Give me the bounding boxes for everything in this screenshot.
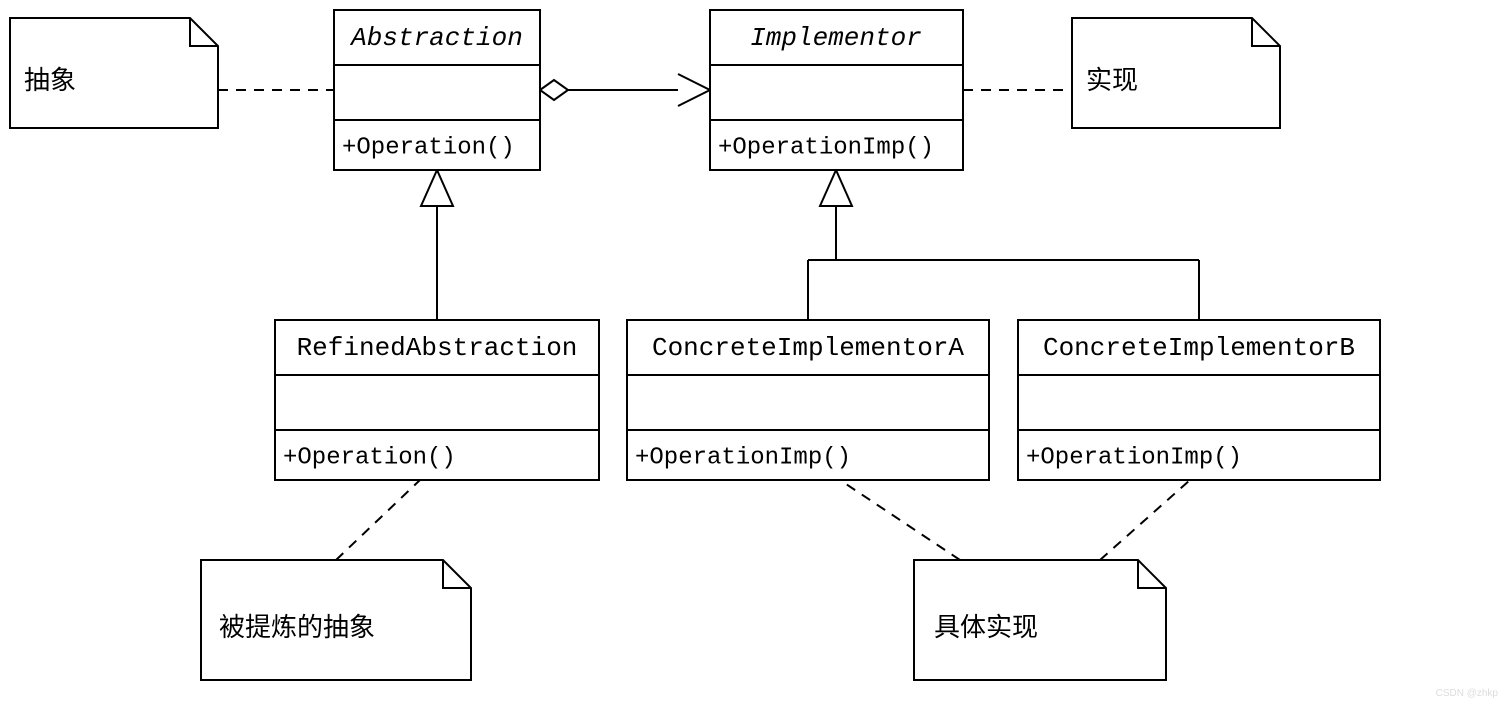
- note-impl-text: 实现: [1086, 66, 1138, 95]
- class-abstraction-name: Abstraction: [349, 23, 523, 53]
- class-refined: RefinedAbstraction +Operation(): [275, 320, 599, 480]
- link-concrete-b: [1100, 480, 1190, 560]
- note-abstract: 抽象: [10, 18, 218, 128]
- class-implementor-method: +OperationImp(): [718, 134, 934, 161]
- link-concrete-a: [840, 480, 960, 560]
- class-implementor-name: Implementor: [750, 23, 922, 53]
- note-concrete: 具体实现: [914, 560, 1166, 680]
- class-refined-name: RefinedAbstraction: [297, 333, 578, 363]
- class-concrete-a: ConcreteImplementorA +OperationImp(): [627, 320, 989, 480]
- note-refined-text: 被提炼的抽象: [219, 613, 375, 642]
- note-refined: 被提炼的抽象: [201, 560, 471, 680]
- class-concrete-b: ConcreteImplementorB +OperationImp(): [1018, 320, 1380, 480]
- note-abstract-text: 抽象: [24, 66, 76, 95]
- connector-gen-implementor: [808, 170, 1199, 320]
- uml-diagram: Implementor -->: [0, 0, 1504, 701]
- note-impl: 实现: [1072, 18, 1280, 128]
- watermark-text: CSDN @zhkp: [1436, 688, 1499, 699]
- class-concrete-a-method: +OperationImp(): [635, 444, 851, 471]
- class-concrete-b-name: ConcreteImplementorB: [1043, 333, 1355, 363]
- class-concrete-b-method: +OperationImp(): [1026, 444, 1242, 471]
- link-refined-note: [336, 480, 420, 560]
- class-abstraction-method: +Operation(): [342, 134, 515, 161]
- connector-aggregation: [540, 74, 710, 106]
- class-abstraction: Abstraction +Operation(): [334, 10, 540, 170]
- connector-gen-refined: [421, 170, 453, 320]
- class-concrete-a-name: ConcreteImplementorA: [652, 333, 964, 363]
- class-refined-method: +Operation(): [283, 444, 456, 471]
- note-concrete-text: 具体实现: [934, 613, 1038, 642]
- class-implementor: Implementor +OperationImp(): [710, 10, 963, 170]
